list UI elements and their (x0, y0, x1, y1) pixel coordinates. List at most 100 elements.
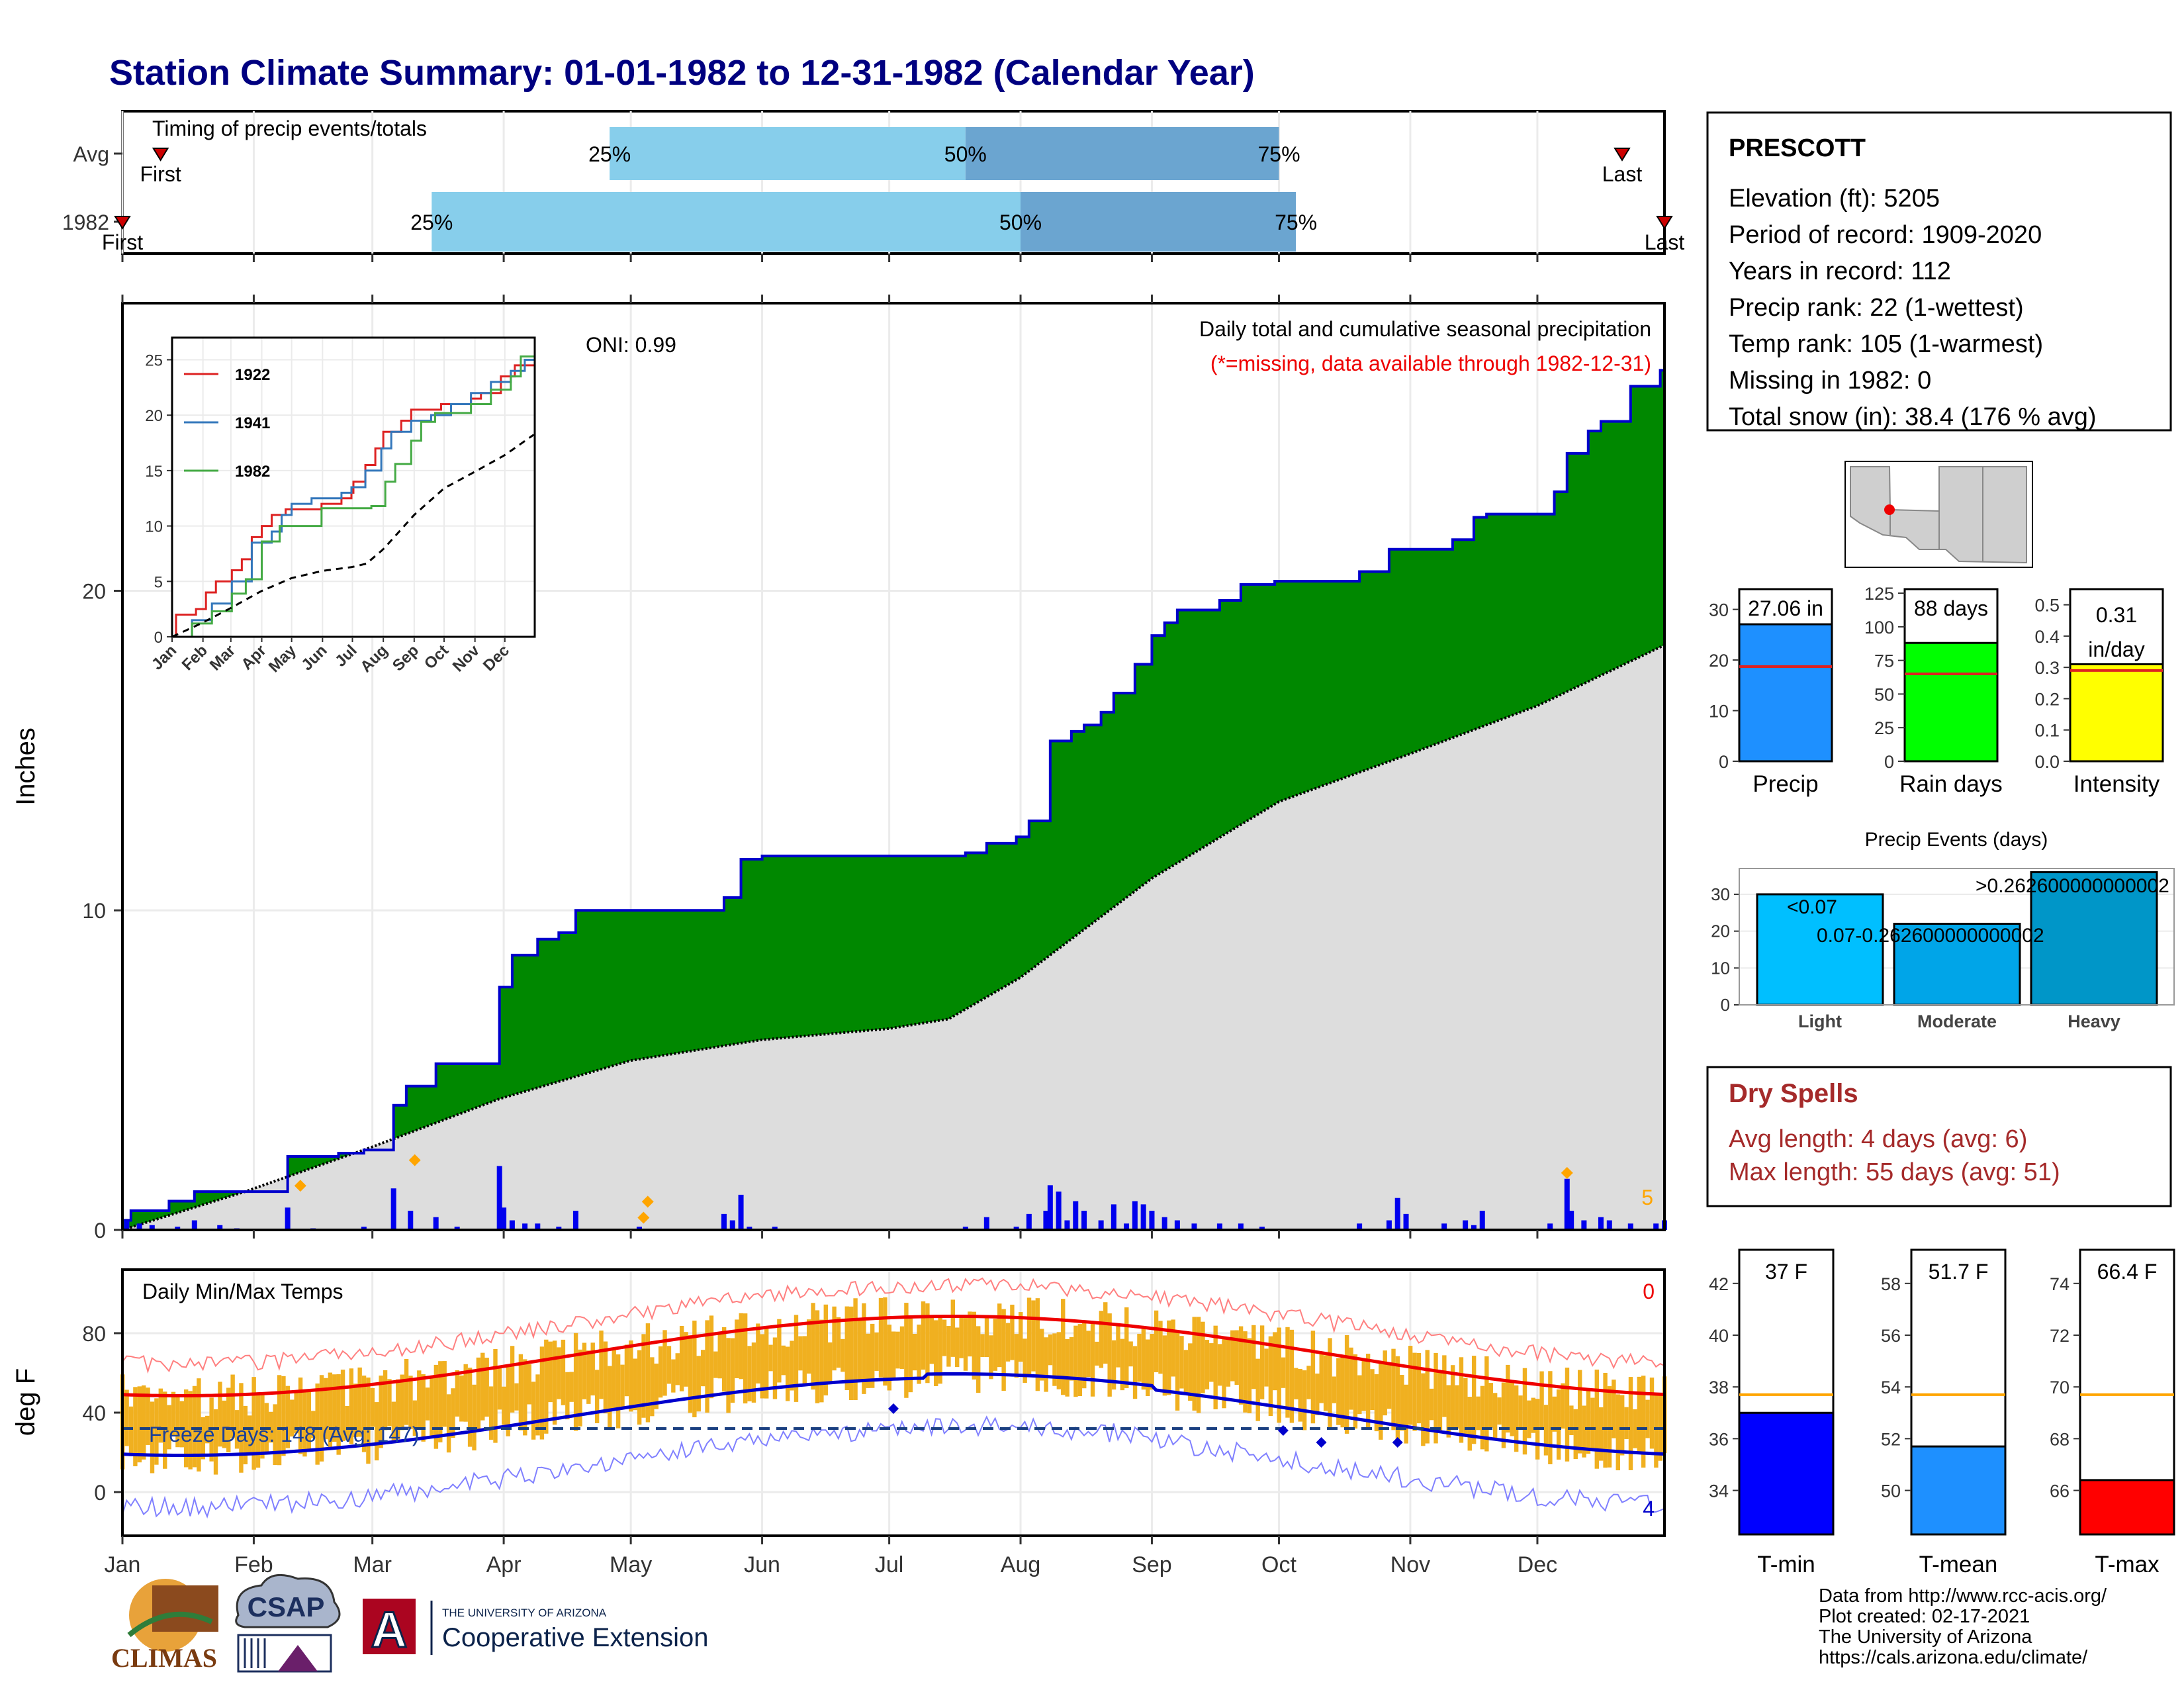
temp-bar-ytick-label: 56 (1881, 1326, 1901, 1346)
logos: CLIMAS CSAP A THE UNIVERSITY OF ARIZONA Coop… (111, 1573, 708, 1673)
daily-temp-bar (709, 1315, 714, 1399)
daily-precip-bar (1598, 1217, 1604, 1230)
inset-ytick-label: 0 (154, 629, 163, 647)
daily-temp-bar (1565, 1368, 1570, 1462)
avg-max-line (122, 1315, 1665, 1398)
daily-temp-bar (815, 1310, 820, 1403)
inset-series-line (172, 336, 536, 638)
daily-temp-bar (1120, 1338, 1125, 1391)
daily-temp-bar (1416, 1353, 1422, 1424)
summary-ytick-label: 0.1 (2034, 721, 2060, 741)
daily-temp-bar (1065, 1338, 1069, 1397)
daily-temp-bar (1539, 1371, 1544, 1429)
timing-bar-q3 (1021, 192, 1297, 252)
daily-temp-bar (1641, 1376, 1646, 1468)
temp-bar-ytick-label: 74 (2050, 1274, 2070, 1294)
daily-temp-bar (1315, 1373, 1320, 1415)
daily-temp-bar (942, 1319, 947, 1356)
record-low-marker (888, 1403, 899, 1414)
ua-block-a-icon (363, 1599, 416, 1654)
daily-temp-bar (874, 1332, 879, 1371)
daily-temp-bar (790, 1340, 794, 1391)
daily-precip-bar (149, 1225, 155, 1230)
timing-last-marker (1656, 216, 1673, 230)
daily-temp-bar (1455, 1385, 1459, 1429)
daily-temp-bar (1590, 1397, 1595, 1448)
daily-temp-bar (1543, 1405, 1549, 1456)
daily-temp-bar (1069, 1336, 1074, 1381)
daily-temp-bar (696, 1356, 701, 1412)
summary-ytick-label: 0 (1884, 752, 1894, 772)
daily-precip-bar (535, 1223, 541, 1230)
csap-cloud-icon (235, 1573, 341, 1628)
timing-bar-q3 (965, 127, 1279, 180)
summary-ytick-label: 20 (1709, 651, 1729, 671)
daily-temp-bar (1383, 1350, 1387, 1416)
daily-temp-bar (201, 1417, 206, 1460)
daily-temp-bar (336, 1374, 341, 1455)
daily-temp-bar (396, 1379, 400, 1440)
daily-temp-bar (128, 1406, 134, 1456)
summary-ytick-label: 125 (1864, 584, 1894, 604)
daily-temp-bar (408, 1376, 413, 1429)
inset-frame (171, 336, 536, 638)
daily-precip-bar (361, 1227, 367, 1230)
daily-temp-bar (379, 1376, 383, 1448)
daily-temp-bar (1132, 1346, 1138, 1399)
daily-temp-bar (1294, 1368, 1298, 1399)
snow-marker (637, 1211, 650, 1224)
daily-temp-bar (438, 1361, 443, 1442)
temp-bar-value: 37 F (1765, 1260, 1807, 1284)
summary-ytick-label: 0 (1719, 752, 1729, 772)
daily-temp-bar (1379, 1360, 1383, 1440)
station-info-line: Missing in 1982: 0 (1729, 367, 1931, 395)
daily-precip-bar (1394, 1197, 1400, 1230)
daily-temp-bar (1179, 1336, 1184, 1389)
events-category-label: Light (1798, 1011, 1842, 1031)
daily-temp-bar (484, 1358, 489, 1417)
daily-temp-bar (675, 1353, 680, 1385)
daily-temp-bar (1116, 1325, 1120, 1368)
temp-bar-value: 66.4 F (2097, 1260, 2158, 1284)
daily-temp-bar (463, 1364, 468, 1422)
daily-precip-bar (1259, 1227, 1265, 1230)
footer-line: Data from http://www.rcc-acis.org/ (1819, 1585, 2107, 1607)
daily-temp-bar (1412, 1352, 1417, 1431)
daily-precip-bar (285, 1207, 291, 1230)
daily-temp-bar (277, 1375, 282, 1466)
month-label: Feb (234, 1552, 273, 1577)
daily-temp-bar (488, 1386, 494, 1440)
daily-precip-bar (124, 1220, 130, 1230)
daily-temp-bar (302, 1391, 307, 1457)
main-heading: Daily total and cumulative seasonal prec… (1199, 317, 1651, 341)
timing-pct-label: 75% (1275, 211, 1317, 234)
daily-temp-bar (531, 1382, 536, 1440)
daily-precip-bar (1056, 1192, 1062, 1230)
summary-ytick-label: 0.3 (2034, 658, 2060, 678)
footer-credits: Data from http://www.rcc-acis.org/Plot c… (1819, 1585, 2107, 1668)
daily-temp-bar (878, 1297, 884, 1378)
daily-temp-bar (154, 1398, 159, 1465)
daily-temp-bar (802, 1336, 807, 1385)
daily-precip-bar (772, 1227, 778, 1230)
daily-temp-bar (963, 1317, 968, 1371)
daily-precip-bar (1161, 1217, 1167, 1230)
summary-ytick-label: 50 (1874, 684, 1894, 704)
daily-temp-bar (857, 1320, 862, 1380)
inset-ytick-label: 10 (145, 518, 163, 536)
daily-temp-bar (1319, 1351, 1324, 1403)
summary-value-label: 27.06 in (1748, 596, 1823, 620)
ua-logo: A THE UNIVERSITY OF ARIZONA Cooperative Ex… (363, 1599, 708, 1660)
summary-value-unit: in/day (2088, 637, 2144, 661)
daily-temp-bar (713, 1351, 718, 1378)
daily-temp-bar (328, 1372, 333, 1448)
month-label: Sep (1132, 1552, 1172, 1577)
daily-temp-bar (510, 1346, 515, 1413)
daily-temp-bar (1001, 1309, 1006, 1391)
daily-temp-bar (442, 1361, 447, 1427)
events-ytick-label: 10 (1711, 958, 1730, 978)
daily-temp-bar (137, 1386, 142, 1463)
daily-temp-bar (205, 1415, 210, 1444)
